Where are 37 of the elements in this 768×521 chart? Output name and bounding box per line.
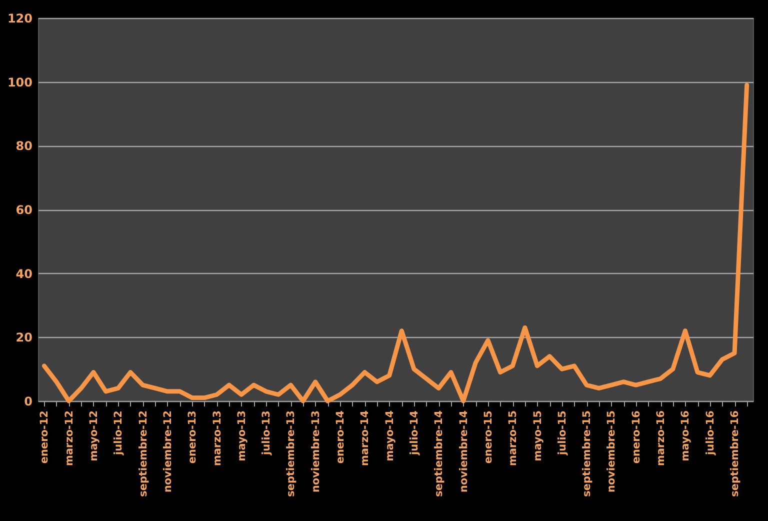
x-tick-label: marzo-16 (655, 410, 668, 466)
x-tick-label: septiembre-14 (433, 410, 446, 497)
x-tick-label: enero-12 (38, 410, 51, 464)
x-tick-label: julio-15 (556, 410, 568, 456)
x-tick-label: noviembre-15 (606, 410, 618, 492)
x-tick-label: septiembre-16 (729, 410, 742, 497)
y-tick-label: 20 (16, 330, 32, 345)
x-tick-label: mayo-13 (236, 410, 248, 462)
x-tick-label: julio-16 (704, 410, 716, 456)
y-tick-label: 100 (7, 75, 32, 90)
x-tick-label: mayo-14 (384, 410, 396, 462)
x-tick-label: noviembre-14 (458, 410, 470, 492)
x-tick-label: enero-15 (482, 410, 494, 464)
x-tick-label: enero-14 (334, 410, 347, 464)
x-tick-label: noviembre-13 (310, 410, 322, 492)
x-tick-label: septiembre-13 (285, 410, 298, 497)
x-tick-label: septiembre-12 (137, 410, 150, 497)
x-tick-label: septiembre-15 (581, 410, 594, 497)
y-tick-label: 40 (16, 266, 32, 281)
x-tick-label: julio-13 (260, 410, 273, 456)
x-tick-label: enero-13 (186, 410, 199, 464)
y-tick-label: 120 (7, 12, 32, 26)
x-tick-label: noviembre-12 (162, 410, 174, 492)
x-tick-label: marzo-12 (63, 410, 76, 466)
y-tick-label: 60 (16, 203, 32, 217)
x-tick-label: julio-14 (408, 410, 420, 456)
x-tick-label: enero-16 (630, 410, 642, 464)
x-tick-label: mayo-16 (680, 410, 692, 462)
x-tick-label: mayo-15 (532, 410, 544, 462)
x-tick-label: mayo-12 (88, 410, 100, 462)
x-tick-label: julio-12 (112, 410, 125, 456)
line-series (42, 82, 750, 404)
x-tick-label: marzo-13 (211, 410, 224, 466)
x-tick-label: marzo-14 (359, 410, 372, 466)
y-tick-label: 80 (16, 139, 32, 154)
x-tick-label: marzo-15 (507, 410, 520, 466)
y-tick-label: 0 (24, 394, 32, 408)
